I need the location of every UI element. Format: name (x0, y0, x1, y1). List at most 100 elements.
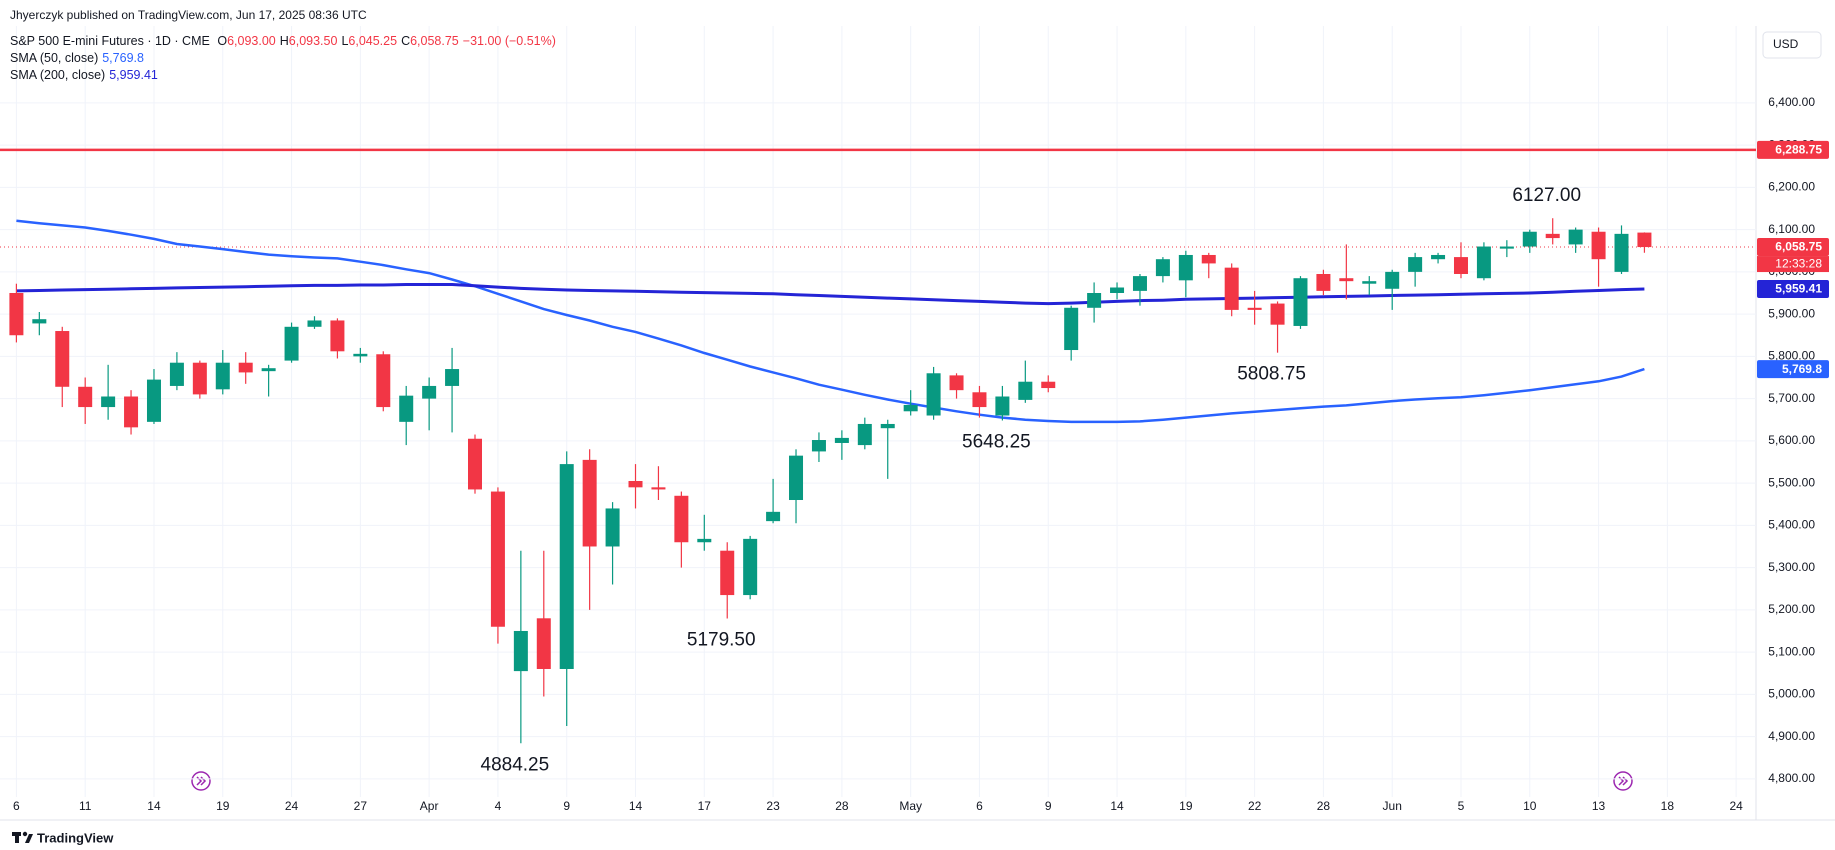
x-tick-label: 9 (1045, 799, 1052, 813)
sma-badge-bg (1757, 280, 1829, 299)
candle-body (1041, 381, 1056, 389)
candle-body (445, 369, 460, 386)
level-badge: 6,288.75 (1775, 143, 1822, 157)
x-tick-label: 14 (147, 799, 161, 813)
candle-body (1545, 233, 1560, 239)
candle-body (169, 362, 184, 386)
x-tick-label: 14 (629, 799, 643, 813)
candle-body (743, 538, 758, 596)
ohlc-value: 6,058.75 (410, 34, 459, 48)
annotation: 5648.25 (962, 431, 1031, 452)
y-tick-label: 5,900.00 (1768, 306, 1815, 320)
symbol-title: S&P 500 E-mini Futures · 1D · CME (10, 34, 210, 48)
sma-name: SMA (200, close) (10, 68, 106, 82)
candle-body (1293, 278, 1308, 326)
candle-body (1614, 233, 1629, 272)
x-tick-label: May (899, 799, 922, 813)
candle-body (376, 354, 391, 408)
candle-body (490, 491, 505, 627)
x-tick-label: 19 (1179, 799, 1193, 813)
x-tick-label: 27 (354, 799, 368, 813)
currency: USD (1773, 37, 1799, 51)
candle-body (811, 440, 826, 452)
candle-body (1637, 232, 1652, 248)
symbol-legend: S&P 500 E-mini Futures · 1D · CME O6,093… (10, 34, 560, 48)
candle-body (697, 538, 712, 543)
ohlc-key: C (401, 34, 411, 48)
sma-legend: SMA (50, close) 5,769.8 (10, 51, 148, 65)
x-tick-label: 24 (285, 799, 299, 813)
candle-body (766, 511, 781, 522)
candle-body (674, 495, 689, 543)
y-tick-label: 5,300.00 (1768, 560, 1815, 574)
candle-body (1453, 257, 1468, 274)
sma-badge: 5,959.41 (1775, 282, 1822, 296)
countdown-bg (1757, 256, 1829, 273)
candle-body (880, 423, 895, 429)
candle-body (124, 396, 139, 428)
y-tick-label: 6,200.00 (1768, 180, 1815, 194)
candle-body (353, 353, 368, 357)
candle-body (468, 438, 482, 490)
candle-body (261, 368, 276, 372)
candle-body (238, 362, 253, 373)
ohlc-value: 6,093.50 (288, 34, 338, 48)
replay-icon[interactable] (1613, 771, 1633, 791)
candle-body (834, 437, 849, 443)
y-tick-label: 5,500.00 (1768, 475, 1815, 489)
ohlc-value: 6,093.00 (227, 34, 276, 48)
candle-body (284, 326, 299, 361)
x-tick-label: 9 (563, 799, 570, 813)
annotation: 6127.00 (1512, 185, 1581, 206)
x-tick-label: 17 (698, 799, 712, 813)
candle-body (1110, 287, 1125, 293)
candle-body (605, 508, 620, 547)
candle-body (192, 362, 207, 395)
sma-value: 5,769.8 (102, 51, 144, 65)
y-tick-label: 5,700.00 (1768, 391, 1815, 405)
x-tick-label: 5 (1458, 799, 1465, 813)
sma-line (16, 219, 1645, 424)
x-tick-label: 10 (1523, 799, 1537, 813)
candle-body (513, 630, 528, 672)
candle-body (1270, 303, 1285, 325)
candle-body (995, 396, 1010, 416)
candle-body (536, 618, 551, 669)
candle-body (857, 423, 872, 446)
x-tick-label: Jun (1383, 799, 1402, 813)
ohlc-item: H6,093.50 (280, 34, 338, 48)
x-tick-label: 18 (1661, 799, 1675, 813)
candle-body (307, 320, 322, 327)
candle-body (32, 319, 47, 324)
brand-logo (12, 831, 33, 843)
y-tick-label: 5,000.00 (1768, 687, 1815, 701)
candle-body (559, 464, 574, 669)
currency-box[interactable] (1762, 31, 1822, 59)
brand: TradingView (37, 830, 114, 845)
x-tick-label: 28 (835, 799, 849, 813)
candle-body (330, 320, 345, 352)
ohlc-key: H (279, 34, 289, 48)
candle-body (628, 480, 643, 488)
candle-body (1568, 229, 1583, 245)
candle-body (1201, 254, 1216, 264)
x-tick-label: Apr (420, 799, 439, 813)
x-tick-label: 19 (216, 799, 230, 813)
x-tick-label: 11 (79, 799, 92, 813)
candle-body (1132, 276, 1147, 291)
candle-body (926, 373, 941, 416)
x-tick-label: 6 (13, 799, 20, 813)
candle-body (1408, 257, 1423, 272)
change: −31.00 (−0.51%) (462, 34, 556, 48)
candle-body (1362, 281, 1377, 284)
candle-body (422, 385, 437, 399)
annotation: 4884.25 (481, 754, 550, 775)
candle-body (582, 459, 597, 547)
candle-body (9, 292, 24, 336)
replay-icon[interactable] (191, 771, 211, 791)
annotation: 5808.75 (1237, 364, 1306, 385)
candle-body (1476, 246, 1491, 279)
candle-body (1018, 381, 1033, 400)
